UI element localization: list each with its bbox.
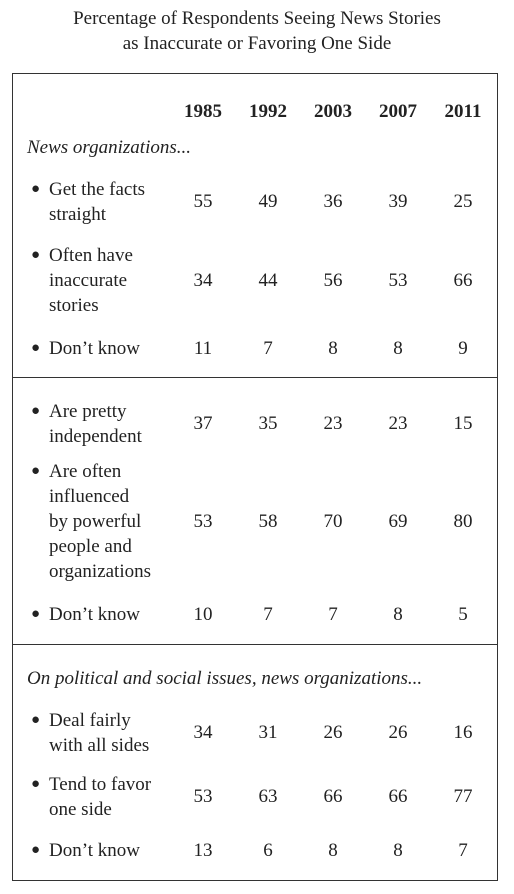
table-cell: 5 [458, 603, 468, 625]
table-cell: 26 [323, 722, 343, 743]
row-label-line: Get the facts [49, 179, 146, 200]
row-label: ● Don’t know [31, 336, 140, 361]
row-label-line: Often have [49, 245, 133, 266]
row-label: ● Are pretty independent [31, 399, 142, 449]
table-cell: 7 [263, 337, 273, 359]
table-cell: 66 [388, 786, 408, 807]
table-cell: 8 [328, 839, 338, 861]
row-label: ● Often have inaccurate stories [31, 243, 133, 318]
section-label: News organizations... [27, 137, 191, 158]
table-cell: 7 [328, 603, 338, 625]
row-label: ● Deal fairly with all sides [31, 708, 150, 758]
row-label-line: Don’t know [49, 604, 140, 625]
table-cell: 6 [263, 839, 273, 861]
column-header: 1992 [249, 101, 287, 122]
table-cell: 23 [323, 413, 343, 434]
bullet-icon: ● [31, 403, 41, 419]
table-cell: 7 [263, 603, 273, 625]
row-label: ● Tend to favor one side [31, 772, 152, 822]
row-label-line: Deal fairly [49, 710, 131, 731]
chart-title-line-1: Percentage of Respondents Seeing News St… [73, 8, 441, 29]
table-cell: 55 [193, 191, 213, 212]
chart-title-line-2: as Inaccurate or Favoring One Side [122, 33, 392, 54]
table-cell: 63 [258, 786, 278, 807]
table-cell: 8 [328, 337, 338, 359]
row-label: ● Are often influenced by powerful people an… [31, 459, 152, 584]
row-label-line: inaccurate [49, 270, 128, 291]
bullet-icon: ● [31, 181, 41, 197]
column-header: 2003 [314, 101, 352, 122]
section-divider [12, 377, 498, 378]
table-cell: 8 [393, 337, 403, 359]
row-label-line: stories [49, 295, 99, 316]
table-cell: 23 [388, 413, 408, 434]
table-cell: 10 [193, 603, 213, 625]
table-cell: 34 [193, 269, 213, 291]
bullet-icon: ● [31, 247, 41, 263]
bullet-icon: ● [31, 776, 41, 792]
bullet-icon: ● [31, 842, 41, 858]
row-label-line: Tend to favor [49, 774, 152, 795]
table-cell: 34 [193, 722, 213, 743]
table-cell: 36 [323, 191, 343, 212]
row-label-line: Don’t know [49, 338, 140, 359]
table-cell: 25 [453, 191, 473, 212]
table-cell: 8 [393, 839, 403, 861]
table-cell: 35 [258, 413, 278, 434]
section-divider [12, 644, 498, 645]
table-cell: 66 [453, 269, 473, 291]
row-label-line: organizations [49, 561, 152, 582]
section-label: On political and social issues, news org… [27, 668, 423, 689]
table-cell: 53 [193, 510, 213, 532]
table-cell: 9 [458, 337, 468, 359]
row-label-line: Are pretty [49, 401, 127, 422]
table-cell: 77 [453, 786, 473, 807]
table-cell: 53 [388, 269, 408, 291]
row-label-line: people and [49, 536, 132, 557]
table-cell: 15 [453, 413, 473, 434]
row-label-line: Don’t know [49, 840, 140, 861]
table-cell: 37 [193, 413, 213, 434]
row-label-line: straight [49, 204, 106, 225]
table-cell: 31 [258, 722, 278, 743]
table-cell: 49 [258, 191, 278, 212]
table-cell: 80 [453, 510, 473, 532]
column-header: 2011 [444, 101, 482, 122]
table-cell: 56 [323, 269, 343, 291]
table-frame [12, 73, 498, 881]
table-cell: 70 [323, 510, 343, 532]
table-cell: 11 [193, 337, 213, 359]
table-cell: 39 [388, 191, 408, 212]
row-label: ● Get the facts straight [31, 177, 146, 227]
table-cell: 16 [453, 722, 473, 743]
table-cell: 7 [458, 839, 468, 861]
row-label-line: influenced [49, 486, 130, 507]
bullet-icon: ● [31, 463, 41, 479]
row-label-line: independent [49, 426, 142, 447]
chart-title: Percentage of Respondents Seeing News St… [0, 6, 514, 56]
table-cell: 69 [388, 510, 408, 532]
bullet-icon: ● [31, 712, 41, 728]
row-label: ● Don’t know [31, 602, 140, 627]
table-cell: 58 [258, 510, 278, 532]
row-label: ● Don’t know [31, 838, 140, 863]
table-cell: 26 [388, 722, 408, 743]
row-label-line: by powerful [49, 511, 142, 532]
table-cell: 66 [323, 786, 343, 807]
column-header: 1985 [184, 101, 222, 122]
table-cell: 53 [193, 786, 213, 807]
bullet-icon: ● [31, 606, 41, 622]
table-cell: 8 [393, 603, 403, 625]
row-label-line: one side [49, 799, 112, 820]
table-cell: 13 [193, 839, 213, 861]
row-label-line: Are often [49, 461, 122, 482]
row-label-line: with all sides [49, 735, 150, 756]
bullet-icon: ● [31, 340, 41, 356]
column-header: 2007 [379, 101, 417, 122]
table-cell: 44 [258, 269, 278, 291]
